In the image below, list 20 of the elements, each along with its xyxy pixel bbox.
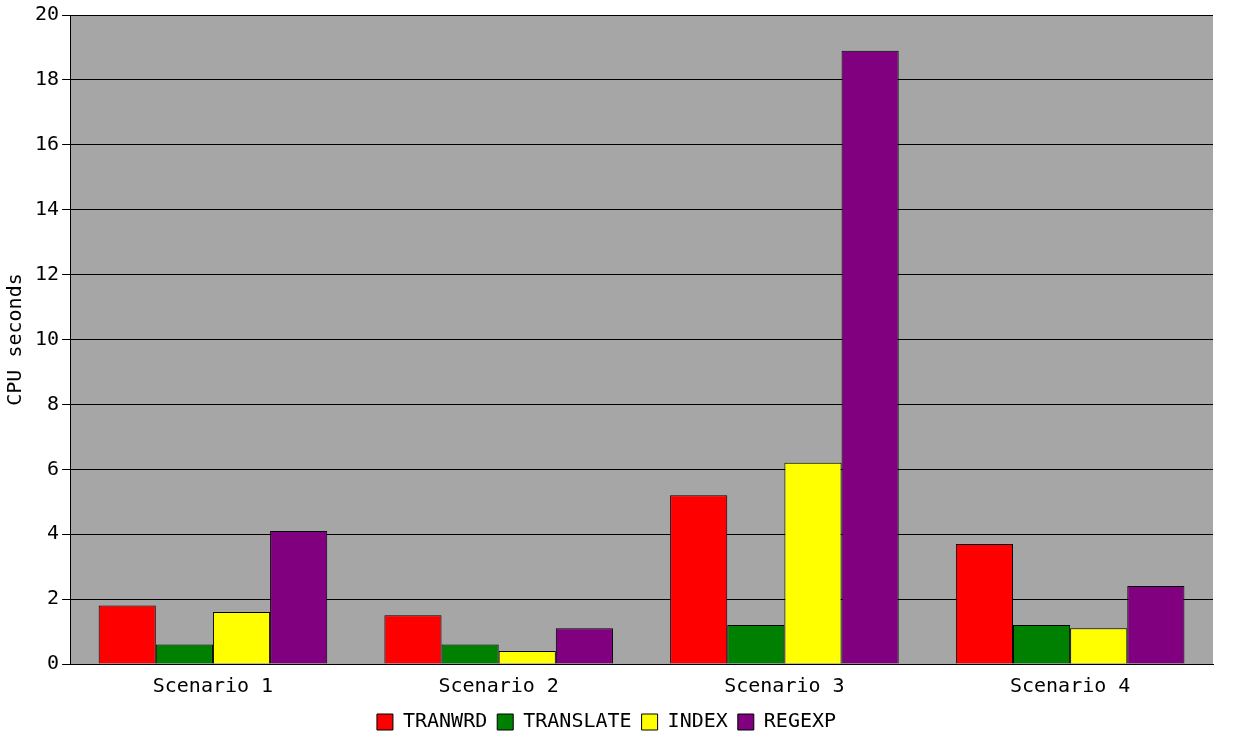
y-tick-label: 6	[47, 455, 60, 480]
legend-label: TRANSLATE	[523, 708, 632, 733]
y-tick-label: 10	[34, 325, 60, 350]
legend-label: REGEXP	[763, 708, 837, 733]
y-tick-label: 8	[47, 390, 60, 415]
x-tick-label: Scenario 1	[152, 673, 274, 698]
y-axis-title: CPU seconds	[2, 273, 27, 406]
y-tick-label: 20	[34, 1, 60, 26]
y-tick-label: 12	[34, 260, 60, 285]
x-tick-label: Scenario 2	[438, 673, 559, 698]
y-tick-label: 0	[47, 650, 60, 675]
legend-label: INDEX	[667, 708, 728, 733]
y-tick-label: 18	[34, 66, 60, 91]
y-tick-label: 2	[47, 585, 60, 610]
x-tick-label: Scenario 3	[724, 673, 845, 698]
legend-label: TRANWRD	[402, 708, 488, 733]
y-tick-label: 14	[34, 195, 60, 220]
y-tick-label: 4	[47, 520, 60, 545]
x-tick-label: Scenario 4	[1009, 673, 1131, 698]
y-tick-label: 16	[34, 131, 60, 155]
